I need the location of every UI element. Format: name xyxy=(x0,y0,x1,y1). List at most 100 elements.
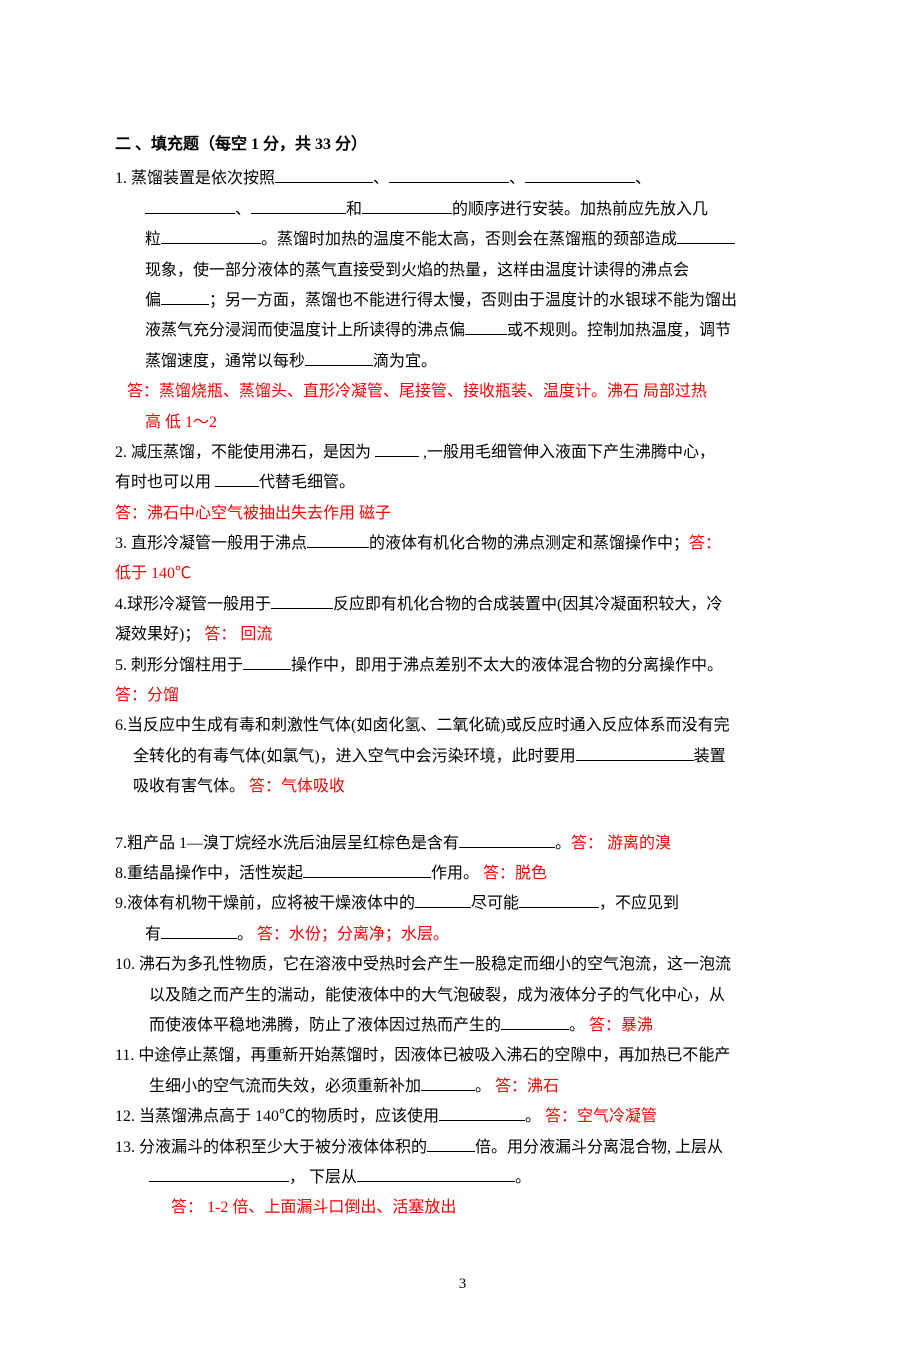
blank xyxy=(215,470,259,487)
q8-text: 作用。 xyxy=(431,865,483,882)
q6-text: 吸收有害气体。 xyxy=(133,778,249,795)
q1-text: 蒸馏速度，通常以每秒 xyxy=(145,353,305,370)
q1-text: 、 xyxy=(373,170,389,187)
question-7: 7.粗产品 1—溴丁烷经水洗后油层呈红棕色是含有 。答： 游离的溴 xyxy=(115,829,810,859)
q2-text: 有时也可以用 xyxy=(115,474,215,491)
blank xyxy=(362,197,452,214)
blank xyxy=(357,1165,515,1182)
q9-text: 有 xyxy=(145,926,161,943)
q11-text: 11. 中途停止蒸馏，再重新开始蒸馏时，因液体已被吸入沸石的空隙中，再加热已不能… xyxy=(115,1041,810,1071)
q4-text: 凝效果好)； xyxy=(115,626,204,643)
q10-text: 。 xyxy=(569,1017,589,1034)
q11-text: 。 xyxy=(475,1078,495,1095)
q6-text: 全转化的有毒气体(如氯气)，进入空气中会污染环境，此时要用 xyxy=(133,748,576,765)
q9-text: 。 xyxy=(237,926,257,943)
q5-text: 操作中，即用于沸点差别不太大的液体混合物的分离操作中。 xyxy=(291,657,723,674)
q10-text: 以及随之而产生的湍动，能使液体中的大气泡破裂，成为液体分子的气化中心，从 xyxy=(115,981,810,1011)
question-11: 11. 中途停止蒸馏，再重新开始蒸馏时，因液体已被吸入沸石的空隙中，再加热已不能… xyxy=(115,1041,810,1102)
question-5: 5. 刺形分馏柱用于操作中，即用于沸点差别不太大的液体混合物的分离操作中。 答：… xyxy=(115,651,810,712)
q6-text: 6.当反应中生成有毒和刺激性气体(如卤化氢、二氧化硫)或反应时通入反应体系而没有… xyxy=(115,711,810,741)
q13-answer: 答： 1-2 倍、上面漏斗口倒出、活塞放出 xyxy=(115,1193,810,1223)
q1-answer: 答：蒸馏烧瓶、蒸馏头、直形冷凝管、尾接管、接收瓶装、温度计。沸石 局部过热 xyxy=(115,377,810,407)
q7-text: 7.粗产品 1—溴丁烷经水洗后油层呈红棕色是含有 xyxy=(115,835,459,852)
blank xyxy=(161,288,209,305)
question-4: 4.球形冷凝管一般用于反应即有机化合物的合成装置中(因其冷凝面积较大，冷 凝效果… xyxy=(115,590,810,651)
question-12: 12. 当蒸馏沸点高于 140℃的物质时，应该使用 。 答：空气冷凝管 xyxy=(115,1102,810,1132)
q1-text: 、 xyxy=(509,170,525,187)
q2-answer: 答：沸石中心空气被抽出失去作用 磁子 xyxy=(115,499,810,529)
blank xyxy=(149,1165,289,1182)
q1-text: 1. 蒸馏装置是依次按照 xyxy=(115,170,275,187)
blank xyxy=(303,861,431,878)
question-9: 9.液体有机物干燥前，应将被干燥液体中的尽可能，不应见到 有。 答：水份；分离净… xyxy=(115,889,810,950)
q1-text: 和 xyxy=(346,201,362,218)
blank xyxy=(271,592,333,609)
q8-answer: 答：脱色 xyxy=(483,865,547,882)
blank xyxy=(307,531,369,548)
q12-answer: 答：空气冷凝管 xyxy=(545,1108,657,1125)
q2-text: 代替毛细管。 xyxy=(259,474,355,491)
q13-text: 13. 分液漏斗的体积至少大于被分液体体积的 xyxy=(115,1139,427,1156)
q1-text: 偏 xyxy=(145,292,161,309)
question-1: 1. 蒸馏装置是依次按照、、、 、和的顺序进行安装。加热前应先放入几 粒。蒸馏时… xyxy=(115,164,810,438)
spacer xyxy=(115,803,810,829)
blank xyxy=(161,922,237,939)
document-page: 二 、填充题（每空 1 分，共 33 分） 1. 蒸馏装置是依次按照、、、 、和… xyxy=(0,0,920,1358)
q5-answer: 答：分馏 xyxy=(115,681,810,711)
q1-text: 液蒸气充分浸润而使温度计上所读得的沸点偏 xyxy=(145,322,465,339)
q6-text: 装置 xyxy=(694,748,726,765)
q4-text: 反应即有机化合物的合成装置中(因其冷凝面积较大，冷 xyxy=(333,596,722,613)
q11-text: 生细小的空气流而失效，必须重新补加 xyxy=(149,1078,421,1095)
q9-text: 尽可能 xyxy=(471,895,519,912)
question-3: 3. 直形冷凝管一般用于沸点 的液体有机化合物的沸点测定和蒸馏操作中；答： 低于 … xyxy=(115,529,810,590)
blank xyxy=(439,1104,525,1121)
page-number: 3 xyxy=(115,1270,810,1299)
q12-text: 12. 当蒸馏沸点高于 140℃的物质时，应该使用 xyxy=(115,1108,439,1125)
blank xyxy=(251,197,346,214)
q7-answer: 答： 游离的溴 xyxy=(571,835,671,852)
blank xyxy=(677,227,735,244)
q4-answer: 答： 回流 xyxy=(204,626,272,643)
q1-text: 滴为宜。 xyxy=(373,353,437,370)
q12-text: 。 xyxy=(525,1108,545,1125)
q13-text: 倍。用分液漏斗分离混合物, 上层从 xyxy=(475,1139,723,1156)
q1-text: 、 xyxy=(635,170,651,187)
blank xyxy=(389,166,509,183)
q9-text: ，不应见到 xyxy=(599,895,679,912)
q1-text: ；另一方面，蒸馏也不能进行得太慢，否则由于温度计的水银球不能为馏出 xyxy=(209,292,737,309)
q9-text: 9.液体有机物干燥前，应将被干燥液体中的 xyxy=(115,895,415,912)
blank xyxy=(305,349,373,366)
question-8: 8.重结晶操作中，活性炭起 作用。 答：脱色 xyxy=(115,859,810,889)
blank xyxy=(243,653,291,670)
q1-text: 。蒸馏时加热的温度不能太高，否则会在蒸馏瓶的颈部造成 xyxy=(261,231,677,248)
blank xyxy=(275,166,373,183)
q8-text: 8.重结晶操作中，活性炭起 xyxy=(115,865,303,882)
q1-answer: 高 低 1～2 xyxy=(115,408,810,438)
q2-text: 2. 减压蒸馏，不能使用沸石，是因为 xyxy=(115,444,375,461)
blank xyxy=(576,744,694,761)
q1-text: 现象，使一部分液体的蒸气直接受到火焰的热量，这样由温度计读得的沸点会 xyxy=(115,256,810,286)
question-10: 10. 沸石为多孔性物质，它在溶液中受热时会产生一股稳定而细小的空气泡流，这一泡… xyxy=(115,950,810,1041)
q3-answer: 答： xyxy=(689,535,721,552)
q10-answer: 答：暴沸 xyxy=(589,1017,653,1034)
q3-answer: 低于 140℃ xyxy=(115,559,810,589)
q13-text: 。 xyxy=(515,1169,531,1186)
question-2: 2. 减压蒸馏，不能使用沸石，是因为 ,一般用毛细管伸入液面下产生沸腾中心， 有… xyxy=(115,438,810,529)
q3-text: 3. 直形冷凝管一般用于沸点 xyxy=(115,535,307,552)
q6-answer: 答：气体吸收 xyxy=(249,778,345,795)
q1-text: 粒 xyxy=(145,231,161,248)
q3-text: 的液体有机化合物的沸点测定和蒸馏操作中； xyxy=(369,535,689,552)
blank xyxy=(525,166,635,183)
question-6: 6.当反应中生成有毒和刺激性气体(如卤化氢、二氧化硫)或反应时通入反应体系而没有… xyxy=(115,711,810,802)
blank xyxy=(519,891,599,908)
question-13: 13. 分液漏斗的体积至少大于被分液体体积的倍。用分液漏斗分离混合物, 上层从 … xyxy=(115,1133,810,1224)
blank xyxy=(501,1013,569,1030)
q1-text: 、 xyxy=(235,201,251,218)
q10-text: 而使液体平稳地沸腾，防止了液体因过热而产生的 xyxy=(149,1017,501,1034)
q13-text: ， 下层从 xyxy=(289,1169,357,1186)
blank xyxy=(161,227,261,244)
blank xyxy=(421,1074,475,1091)
blank xyxy=(465,318,507,335)
q7-text: 。 xyxy=(555,835,571,852)
blank xyxy=(427,1135,475,1152)
